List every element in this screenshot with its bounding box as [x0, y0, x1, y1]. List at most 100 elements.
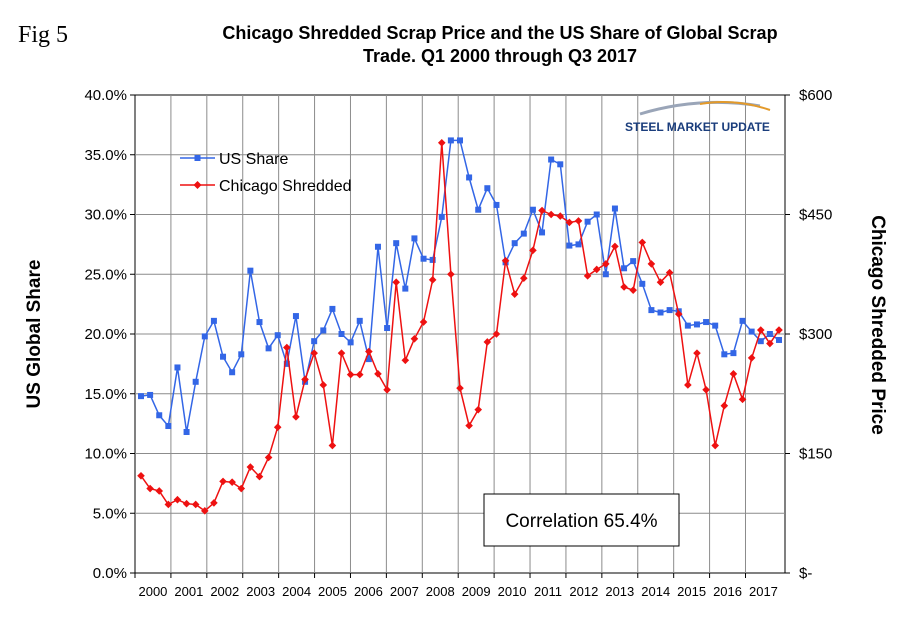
data-point-chicago-shredded [620, 283, 628, 291]
data-point-chicago-shredded [273, 423, 282, 432]
x-tick-label: 2014 [641, 584, 670, 599]
data-point-chicago-shredded [747, 354, 756, 362]
data-point-us-share [429, 256, 436, 263]
data-point-chicago-shredded [365, 347, 373, 356]
data-point-chicago-shredded [538, 206, 546, 215]
data-point-chicago-shredded [355, 370, 364, 379]
data-point-chicago-shredded [592, 265, 601, 274]
data-point-us-share [484, 185, 491, 192]
data-point-chicago-shredded [264, 453, 273, 462]
data-point-us-share [229, 369, 236, 376]
data-point-us-share [475, 206, 482, 213]
data-point-chicago-shredded [255, 472, 264, 481]
data-point-chicago-shredded [301, 375, 309, 384]
data-point-us-share [520, 230, 527, 237]
left-tick-label: 10.0% [84, 446, 127, 463]
data-point-us-share [693, 321, 700, 328]
data-point-us-share [566, 242, 573, 249]
x-tick-label: 2017 [749, 584, 778, 599]
logo-swoosh-accent [699, 101, 771, 111]
data-point-chicago-shredded [137, 472, 145, 480]
data-point-us-share [365, 356, 372, 363]
data-point-us-share [256, 319, 263, 326]
data-point-us-share [457, 137, 463, 144]
data-point-chicago-shredded [501, 256, 510, 265]
x-tick-label: 2011 [534, 584, 562, 599]
data-point-chicago-shredded [219, 477, 227, 486]
left-tick-label: 35.0% [84, 147, 127, 164]
data-point-chicago-shredded [665, 268, 674, 277]
data-point-chicago-shredded [574, 217, 583, 225]
data-point-us-share [776, 336, 782, 343]
data-point-us-share [356, 317, 363, 324]
data-point-chicago-shredded [337, 349, 346, 357]
legend-entry-us-share: US Share [180, 151, 288, 168]
data-point-chicago-shredded [383, 385, 391, 394]
data-point-chicago-shredded [483, 338, 492, 346]
data-point-chicago-shredded [292, 413, 300, 421]
data-point-us-share [621, 265, 628, 272]
legend-entry-chicago-shredded: Chicago Shredded [180, 178, 352, 195]
legend: US Share Chicago Shredded [180, 151, 352, 195]
figure-label: Fig 5 [18, 22, 69, 48]
data-point-us-share [703, 319, 710, 326]
data-point-chicago-shredded [410, 334, 419, 343]
data-point-chicago-shredded [191, 500, 200, 509]
right-axis-ticks: $- $150 $300 $450 $600 [785, 87, 832, 582]
data-point-chicago-shredded [237, 484, 246, 493]
left-tick-label: 20.0% [84, 326, 127, 343]
data-point-us-share [411, 235, 418, 242]
x-tick-label: 2002 [210, 584, 239, 599]
data-point-us-share [511, 240, 518, 247]
data-point-us-share [748, 328, 755, 335]
data-point-us-share [311, 338, 318, 345]
data-point-us-share [466, 174, 473, 181]
data-point-us-share [156, 412, 163, 419]
legend-label-chicago-shredded: Chicago Shredded [219, 178, 352, 195]
data-point-us-share [584, 218, 591, 225]
data-point-us-share [283, 360, 290, 367]
data-point-chicago-shredded [684, 381, 692, 389]
data-point-chicago-shredded [182, 499, 191, 508]
data-point-us-share [529, 206, 536, 213]
data-point-us-share [593, 211, 600, 218]
right-tick-label: $- [799, 565, 812, 582]
data-point-us-share [648, 307, 655, 314]
data-point-chicago-shredded [583, 272, 592, 280]
data-point-us-share [712, 322, 719, 329]
data-point-chicago-shredded [228, 478, 236, 486]
series-chicago-shredded [137, 139, 783, 515]
x-axis-ticks: 2000 2001 2002 2003 2004 2005 2006 2007 2008 2009… [134, 573, 778, 599]
data-point-us-share [220, 353, 227, 360]
data-point-chicago-shredded [766, 339, 774, 348]
data-point-chicago-shredded [693, 349, 701, 357]
data-point-us-share [238, 351, 245, 358]
data-point-us-share [374, 243, 381, 250]
data-point-chicago-shredded [565, 218, 574, 227]
data-point-us-share [247, 267, 254, 274]
right-axis-title: Chicago Shredded Price [867, 215, 888, 435]
legend-label-us-share: US Share [219, 151, 288, 168]
data-point-us-share [548, 156, 555, 163]
data-point-chicago-shredded [756, 326, 765, 334]
data-point-chicago-shredded [401, 356, 410, 365]
data-point-chicago-shredded [510, 290, 519, 298]
data-point-chicago-shredded [702, 385, 710, 394]
data-point-us-share [192, 378, 199, 385]
data-point-us-share [265, 345, 272, 352]
data-point-us-share [447, 137, 454, 144]
data-point-us-share [757, 338, 764, 345]
data-point-us-share [201, 333, 208, 340]
data-point-us-share [766, 331, 773, 337]
data-point-chicago-shredded [456, 384, 464, 392]
data-point-chicago-shredded [155, 487, 164, 495]
x-tick-label: 2006 [354, 584, 383, 599]
x-tick-label: 2013 [605, 584, 634, 599]
data-point-chicago-shredded [556, 212, 565, 220]
data-point-us-share [138, 393, 144, 400]
data-point-chicago-shredded [602, 260, 610, 268]
data-point-chicago-shredded [283, 343, 291, 352]
data-point-us-share [338, 331, 345, 337]
data-point-us-share [438, 213, 445, 220]
right-tick-label: $450 [799, 207, 832, 224]
